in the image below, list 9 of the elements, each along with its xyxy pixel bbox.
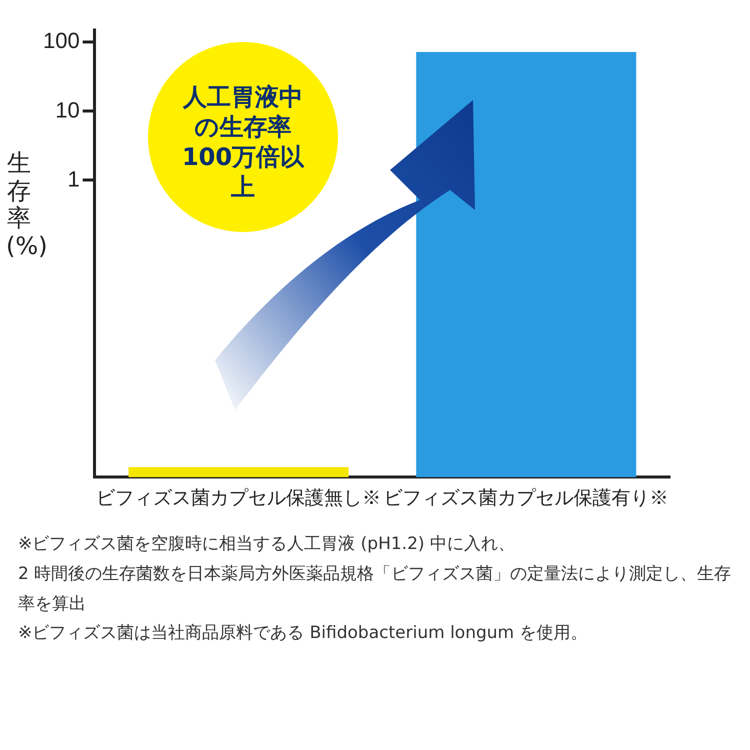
y-axis-title: 生存率(%)	[6, 149, 48, 260]
annotation: 人工胃液中の生存率100万倍以上	[180, 82, 306, 202]
text: ※ビフィズス菌を空腹時に相当する人工胃液 (pH1.2) 中に入れ、 2 時間後の生存菌数を日本薬局方外医薬品規格「ビフィズス菌」の定量法により測定し、生存率を算出	[18, 534, 732, 614]
y-tick-label: 10	[55, 97, 80, 122]
x-tick-label: ビフィズス菌カプセル保護無し※	[96, 488, 382, 509]
y-tick-label: 1	[67, 166, 80, 192]
text: ※ビフィズス菌は当社商品原料である Bifidobacterium longum を使用。	[18, 623, 588, 644]
y-tick-label: 100	[42, 28, 80, 54]
x-tick-label: ビフィズス菌カプセル保護有り※	[384, 488, 669, 509]
